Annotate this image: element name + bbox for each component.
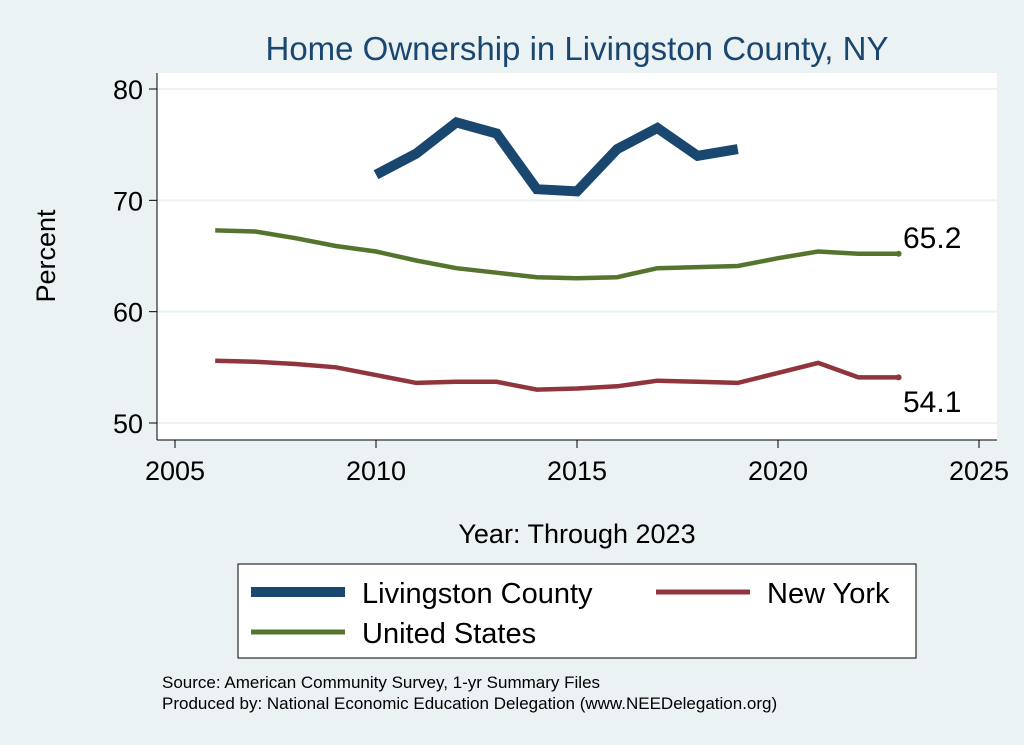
- legend-label-livingston: Livingston County: [362, 578, 593, 610]
- plot-area: [157, 73, 997, 440]
- x-axis-label: Year: Through 2023: [458, 519, 695, 549]
- series-end-marker-new-york: [895, 374, 902, 381]
- y-axis-label: Percent: [31, 209, 61, 303]
- x-tick-label-2010: 2010: [346, 456, 406, 486]
- x-tick-label-2005: 2005: [145, 456, 205, 486]
- y-axis-ticks: 50 60 70 80: [113, 75, 157, 439]
- source-note: Source: American Community Survey, 1-yr …: [162, 673, 600, 692]
- ny-end-label: 54.1: [903, 386, 961, 419]
- y-tick-label-80: 80: [113, 75, 143, 105]
- series-line-livingston-county: [373, 116, 739, 197]
- series-line-united-states: [215, 228, 899, 281]
- legend-box: [237, 563, 917, 659]
- produced-by-note: Produced by: National Economic Education…: [162, 694, 777, 713]
- x-tick-label-2020: 2020: [748, 456, 808, 486]
- y-tick-label-70: 70: [113, 186, 143, 216]
- y-tick-label-60: 60: [113, 298, 143, 328]
- series-end-marker-united-states: [895, 250, 902, 257]
- x-tick-label-2025: 2025: [949, 456, 1009, 486]
- x-tick-label-2015: 2015: [547, 456, 607, 486]
- legend-label-united-states: United States: [362, 618, 536, 650]
- legend: Livingston County New York United States: [237, 563, 917, 659]
- series-lines: [215, 116, 902, 392]
- y-tick-label-50: 50: [113, 409, 143, 439]
- us-end-label: 65.2: [903, 222, 961, 255]
- legend-label-new-york: New York: [767, 578, 890, 610]
- series-line-new-york: [215, 358, 899, 392]
- chart-title: Home Ownership in Livingston County, NY: [265, 30, 888, 67]
- x-axis-ticks: 2005 2010 2015 2020 2025: [145, 440, 1009, 486]
- grid-lines: [157, 88, 997, 424]
